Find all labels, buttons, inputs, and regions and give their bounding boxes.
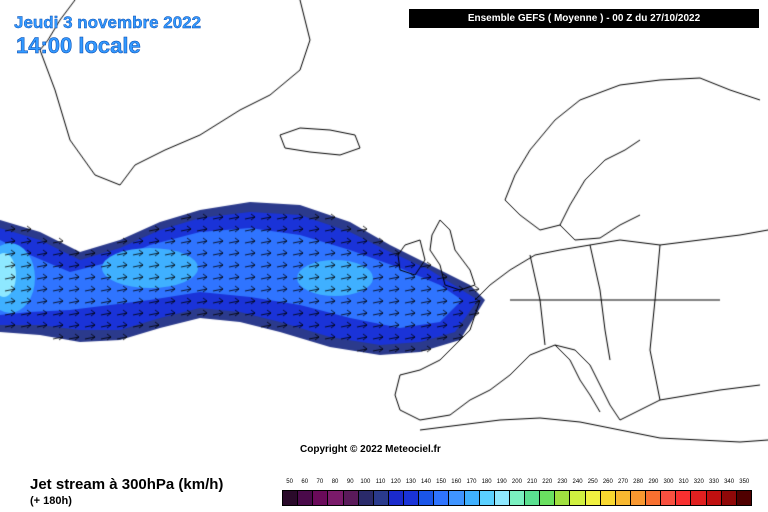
scale-swatch	[676, 491, 692, 505]
scale-swatch	[646, 491, 662, 505]
forecast-local-time: 14:00 locale	[16, 33, 141, 59]
scale-swatch	[585, 491, 601, 505]
color-scale-labels: 50 60 70 80 90 100 110 120 130 140 150 160 170 180 190…	[282, 479, 752, 489]
scale-label: 50	[286, 479, 293, 485]
scale-swatch	[570, 491, 586, 505]
scale-label: 330	[708, 479, 719, 485]
scale-label: 90	[346, 479, 354, 485]
scale-label: 290	[648, 479, 659, 485]
lead-time: (+ 180h)	[30, 495, 72, 507]
forecast-date: Jeudi 3 novembre 2022	[14, 13, 202, 32]
scale-swatch	[630, 491, 646, 505]
scale-label: 110	[375, 479, 386, 485]
scale-swatch	[494, 491, 510, 505]
scale-swatch	[464, 491, 480, 505]
copyright-text: Copyright © 2022 Meteociel.fr	[300, 444, 441, 455]
scale-swatch	[479, 491, 495, 505]
scale-label: 170	[466, 479, 477, 485]
scale-swatch	[600, 491, 616, 505]
scale-label: 350	[739, 479, 750, 485]
scale-swatch	[298, 491, 314, 505]
scale-label: 80	[331, 479, 339, 485]
scale-swatch	[283, 491, 299, 505]
scale-label: 150	[436, 479, 447, 485]
scale-label: 310	[678, 479, 689, 485]
scale-swatch	[706, 491, 722, 505]
scale-label: 120	[390, 479, 401, 485]
scale-swatch	[691, 491, 707, 505]
scale-label: 210	[527, 479, 538, 485]
scale-swatch	[313, 491, 329, 505]
scale-swatch	[358, 491, 374, 505]
scale-swatch	[449, 491, 465, 505]
scale-swatch	[328, 491, 344, 505]
scale-label: 160	[451, 479, 462, 485]
scale-label: 340	[724, 479, 735, 485]
scale-swatch	[419, 491, 435, 505]
color-scale-swatches	[282, 490, 752, 506]
scale-swatch	[388, 491, 404, 505]
weather-map	[0, 0, 768, 470]
parameter-title: Jet stream à 300hPa (km/h)	[30, 476, 224, 493]
scale-label: 270	[618, 479, 629, 485]
scale-label: 200	[511, 479, 522, 485]
scale-label: 180	[481, 479, 492, 485]
scale-label: 250	[587, 479, 598, 485]
scale-swatch	[373, 491, 389, 505]
scale-label: 190	[496, 479, 507, 485]
scale-swatch	[509, 491, 525, 505]
scale-label: 70	[316, 479, 324, 485]
scale-swatch	[721, 491, 737, 505]
color-scale: 50 60 70 80 90 100 110 120 130 140 150 160 170 180 190…	[282, 479, 752, 509]
scale-swatch	[540, 491, 556, 505]
scale-label: 280	[633, 479, 644, 485]
scale-swatch	[525, 491, 541, 505]
scale-label: 100	[360, 479, 371, 485]
model-run-banner: Ensemble GEFS ( Moyenne ) - 00 Z du 27/1…	[409, 9, 759, 28]
scale-label: 320	[693, 479, 704, 485]
scale-swatch	[555, 491, 571, 505]
scale-swatch	[434, 491, 450, 505]
scale-label: 140	[420, 479, 431, 485]
scale-label: 220	[542, 479, 553, 485]
scale-label: 230	[557, 479, 568, 485]
scale-swatch	[661, 491, 677, 505]
scale-label: 240	[572, 479, 583, 485]
scale-label: 260	[602, 479, 613, 485]
scale-label: 60	[301, 479, 309, 485]
scale-label: 130	[405, 479, 416, 485]
scale-label: 300	[663, 479, 674, 485]
scale-swatch	[404, 491, 420, 505]
scale-swatch	[736, 491, 751, 505]
scale-swatch	[343, 491, 359, 505]
scale-swatch	[615, 491, 631, 505]
